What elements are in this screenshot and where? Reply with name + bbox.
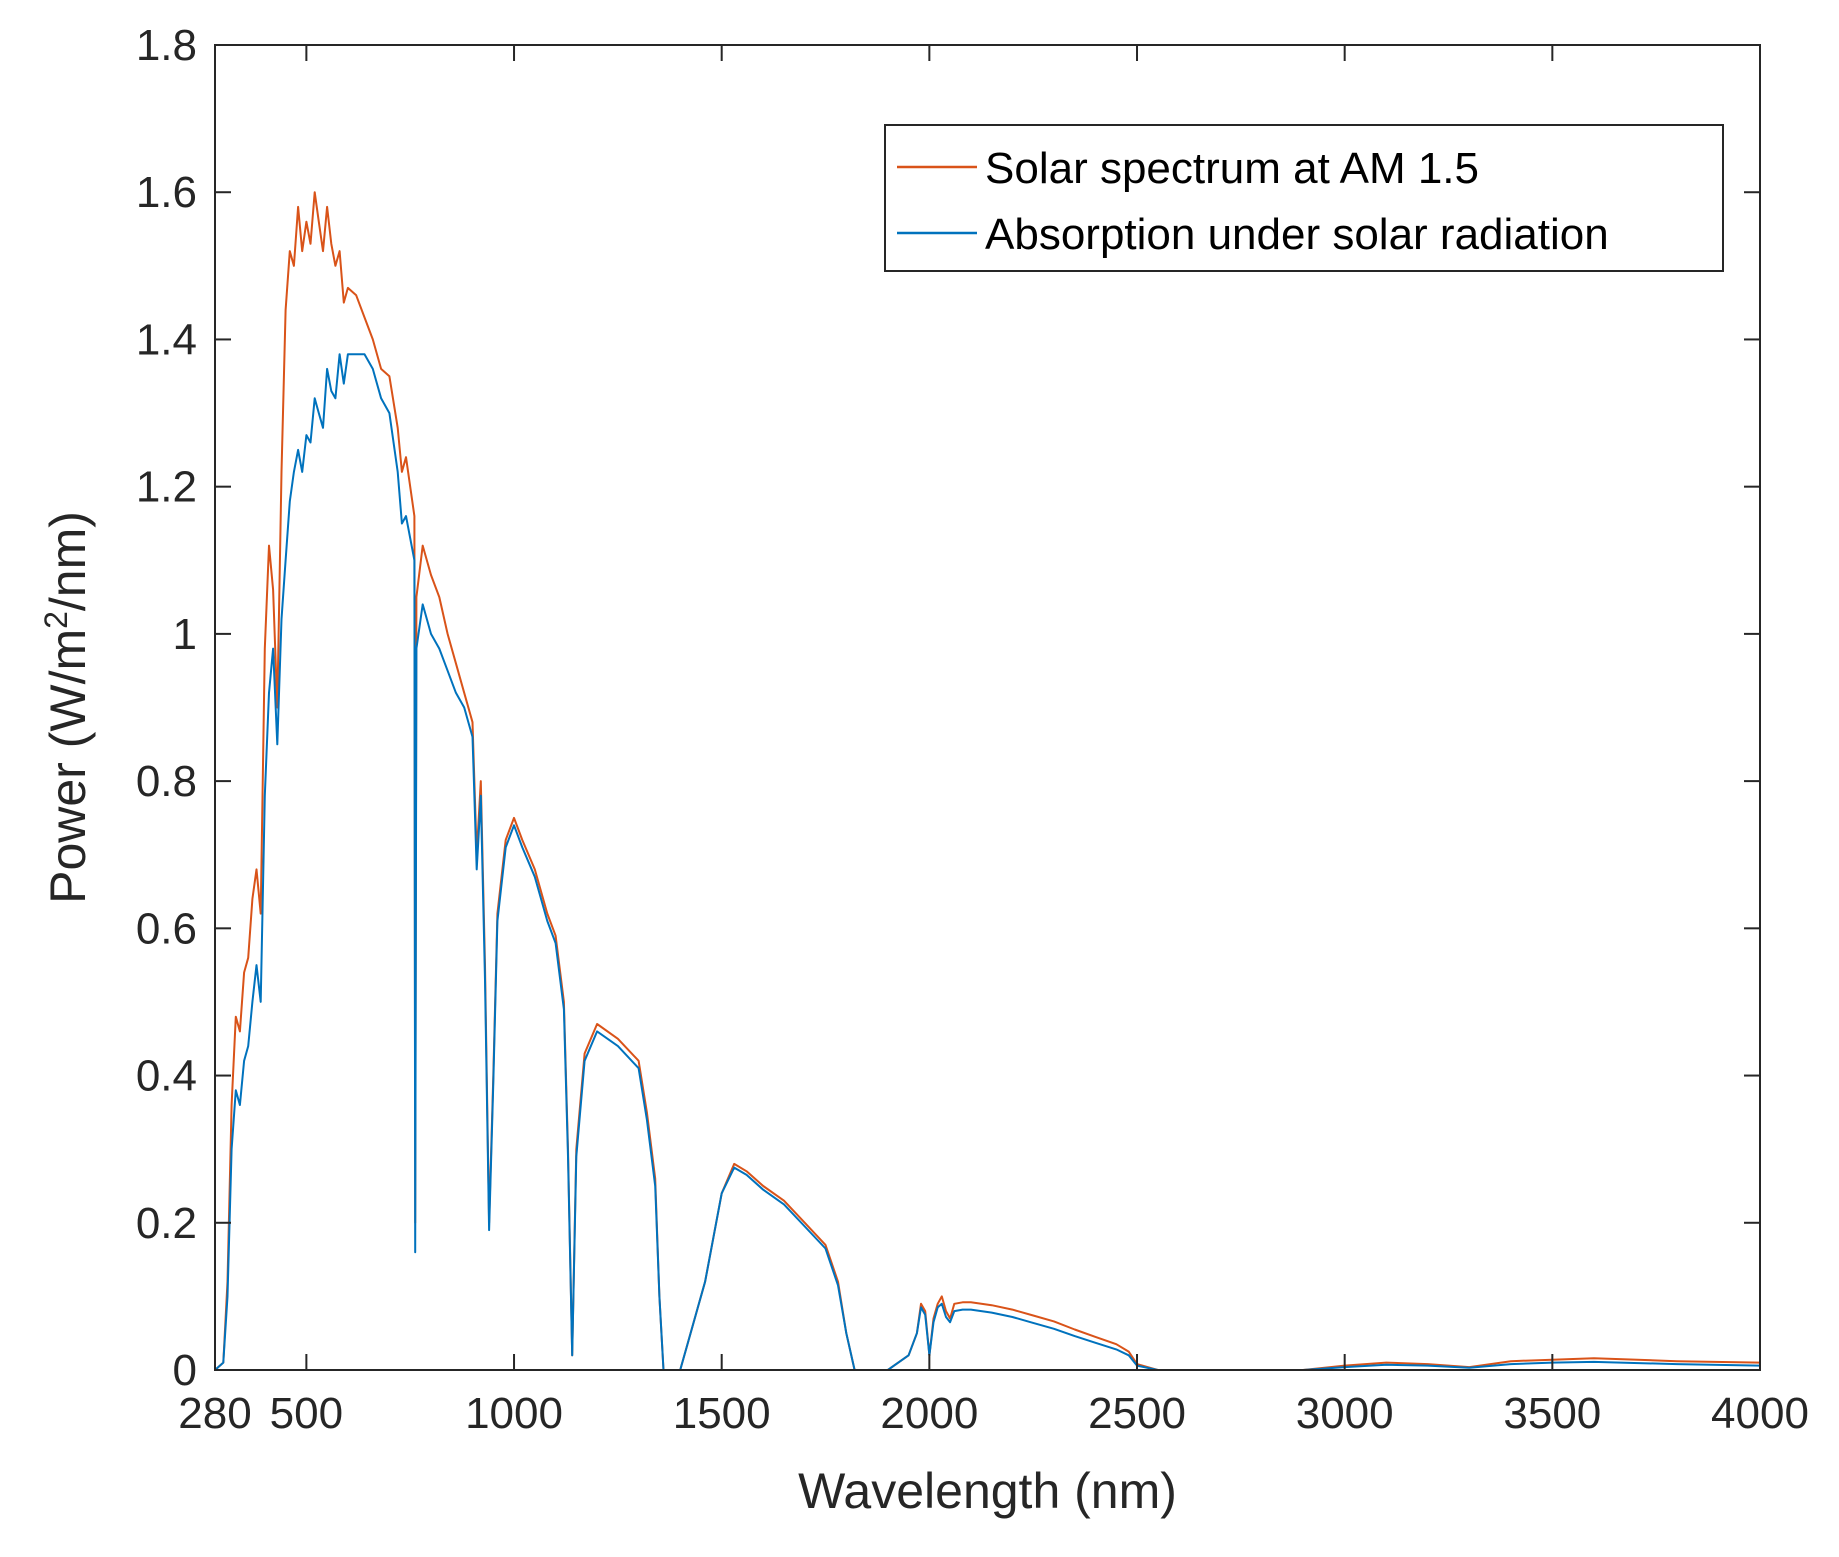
legend-box [884,124,1724,272]
legend-label-solar-spectrum: Solar spectrum at AM 1.5 [985,144,1479,193]
y-tick-label-1.6: 1.6 [136,168,197,217]
series-line-absorption [214,353,1761,1371]
y-tick-label-0.6: 0.6 [136,904,197,953]
y-tick-label-0: 0 [173,1346,197,1395]
x-tick-label-3500: 3500 [1503,1389,1601,1438]
x-tick-label-1500: 1500 [673,1389,771,1438]
x-tick-label-4000: 4000 [1711,1389,1809,1438]
y-tick-label-0.8: 0.8 [136,757,197,806]
x-tick-label-2500: 2500 [1088,1389,1186,1438]
y-tick-label-1: 1 [173,610,197,659]
y-tick-label-1.4: 1.4 [136,315,197,364]
y-tick-label-1.2: 1.2 [136,463,197,512]
x-tick-label-500: 500 [270,1389,343,1438]
plot-area-frame [214,44,1761,1371]
series-layer [214,191,1761,1371]
legend: Solar spectrum at AM 1.5 Absorption unde… [884,124,1724,272]
y-tick-label-1.8: 1.8 [136,21,197,70]
x-tick-label-280: 280 [178,1389,251,1438]
ticks-layer: 280 500 1000 1500 2000 2500 3000 3500 4000 0 0.2 0.… [136,21,1809,1438]
y-tick-label-0.2: 0.2 [136,1199,197,1248]
y-tick-label-0.4: 0.4 [136,1052,197,1101]
x-tick-label-2000: 2000 [880,1389,978,1438]
legend-label-absorption: Absorption under solar radiation [985,210,1609,259]
x-tick-label-3000: 3000 [1296,1389,1394,1438]
y-axis-title-end: /nm) [40,511,96,611]
y-axis-title: Power (W/m2/nm) [38,511,96,904]
y-axis-title-superscript: 2 [38,611,74,629]
x-tick-label-1000: 1000 [465,1389,563,1438]
y-axis-title-main: Power (W/m [40,629,96,904]
x-axis-title: Wavelength (nm) [798,1463,1177,1519]
